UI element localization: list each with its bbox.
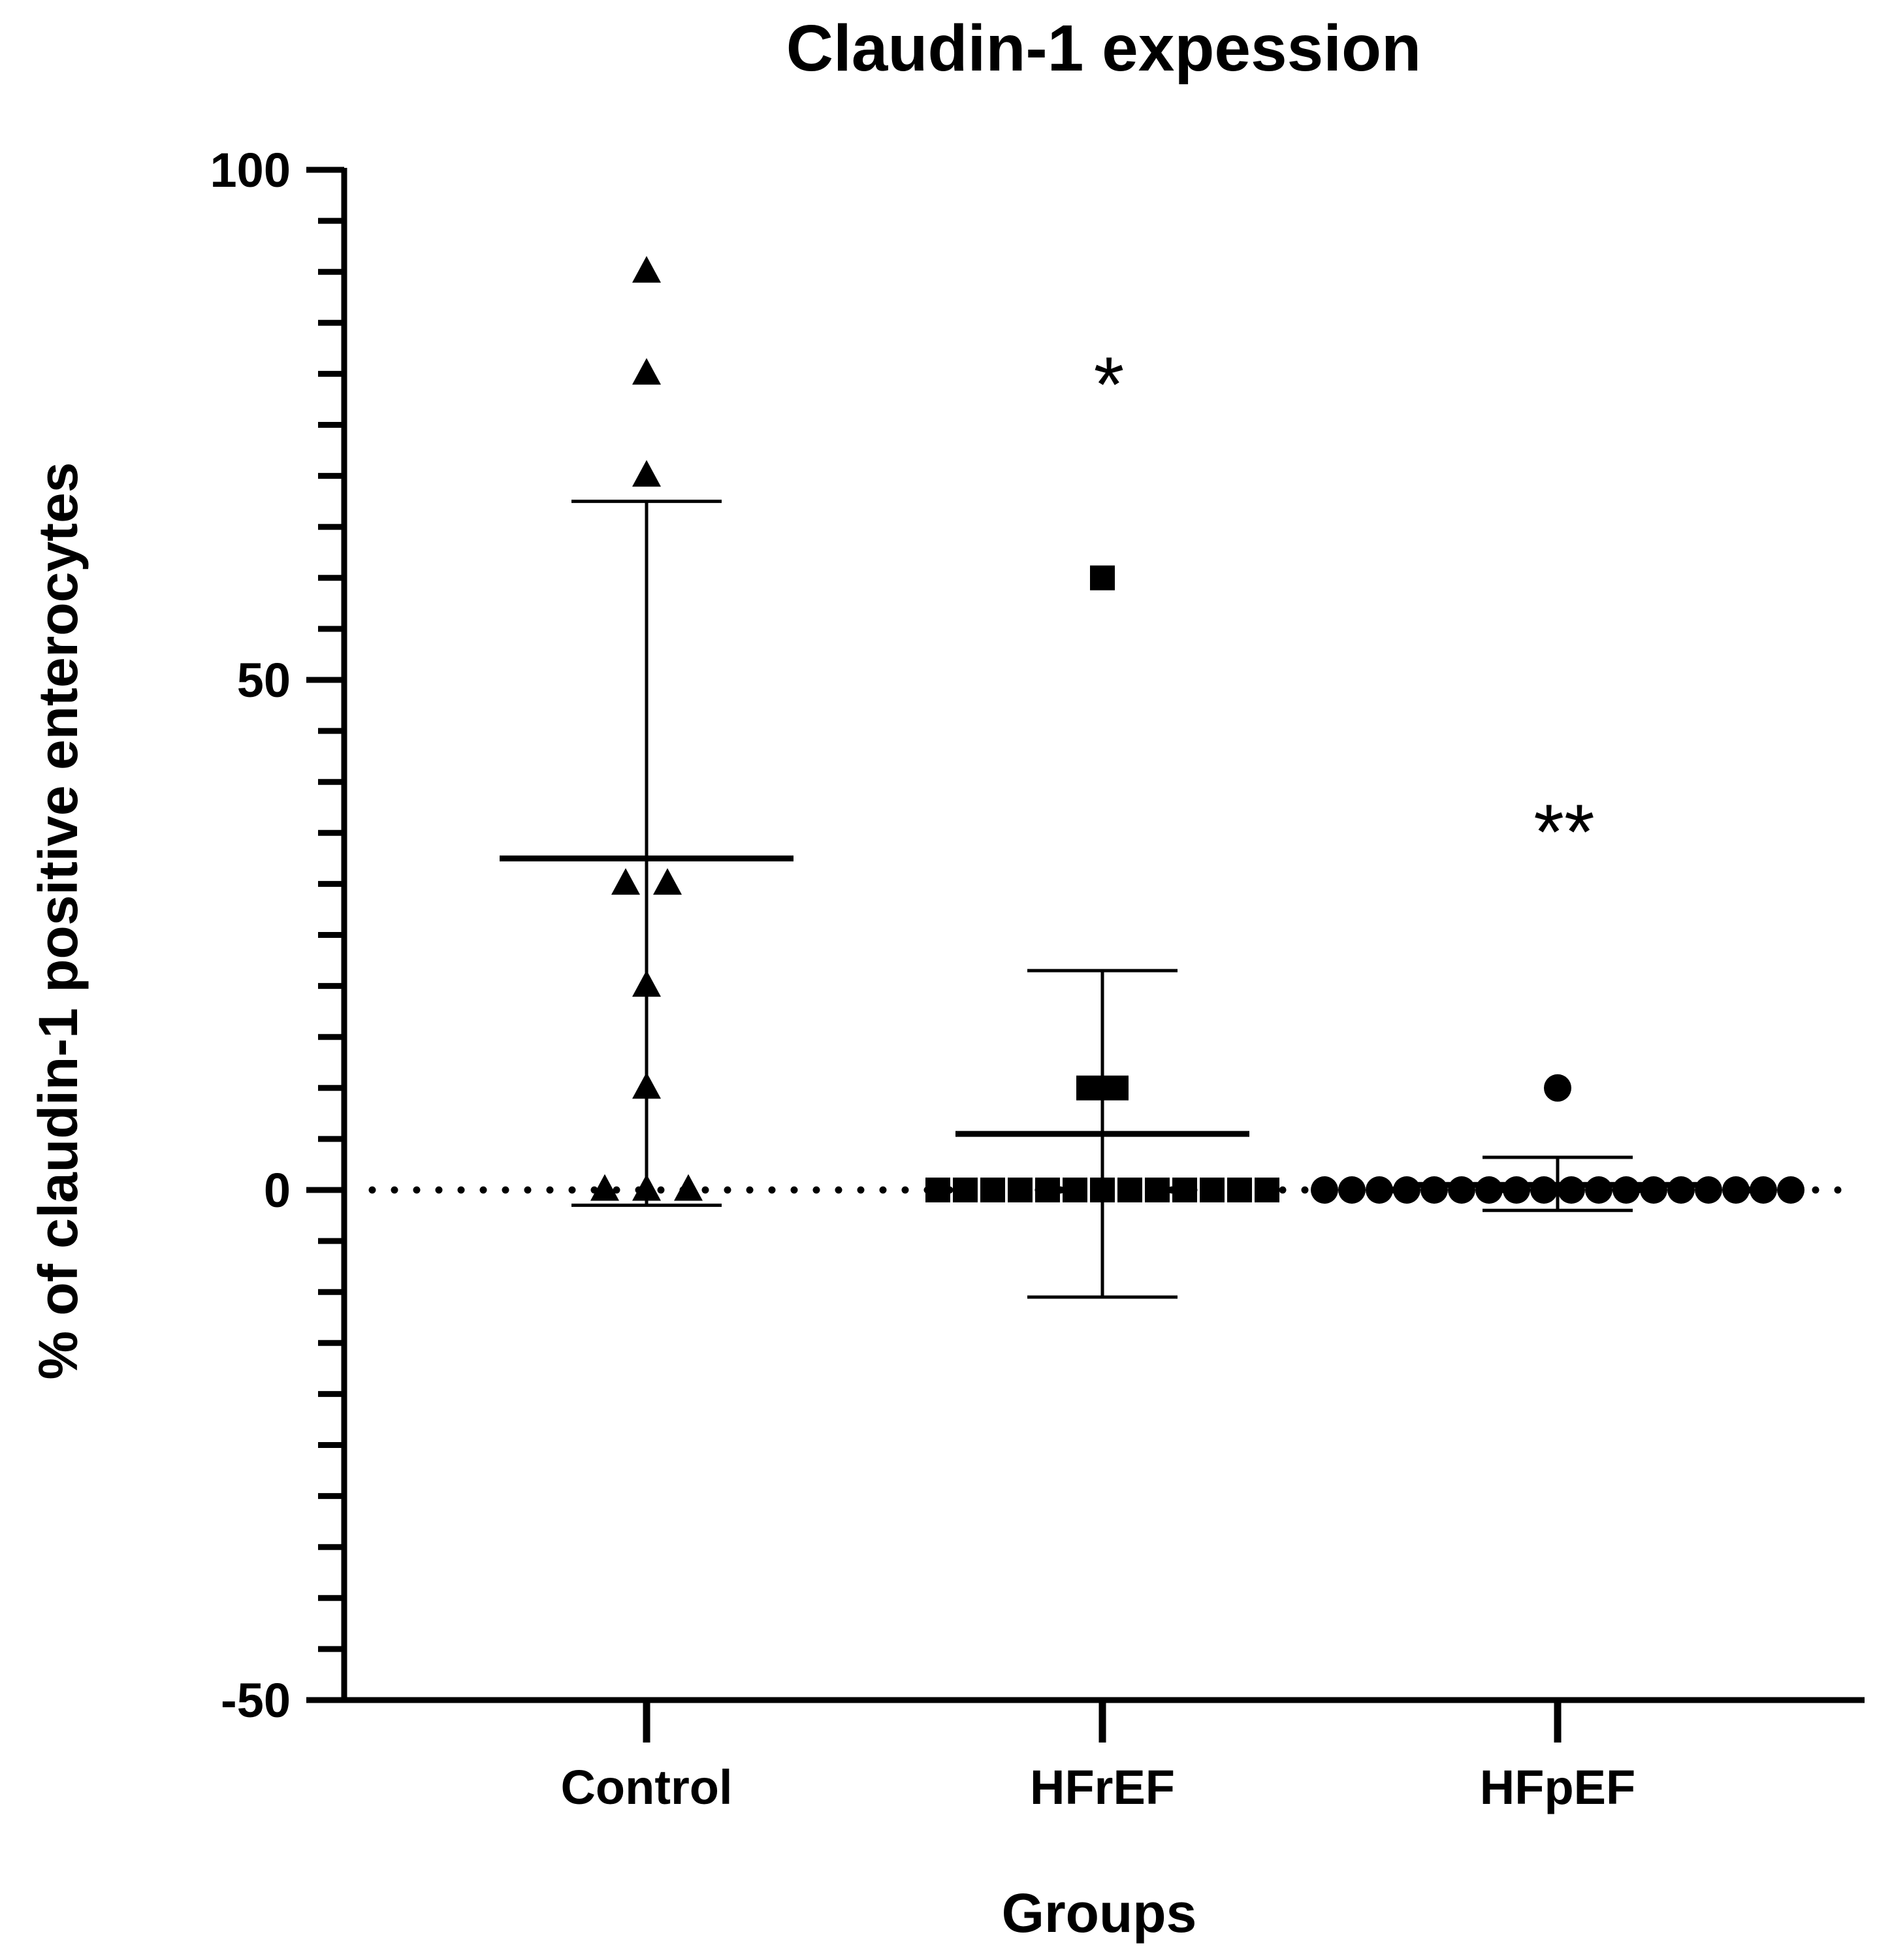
data-point xyxy=(1035,1178,1060,1202)
data-point xyxy=(1503,1176,1530,1204)
y-tick-label: 0 xyxy=(264,1163,291,1217)
data-point xyxy=(1640,1176,1667,1204)
y-tick-label: -50 xyxy=(221,1673,291,1727)
data-point xyxy=(1777,1176,1804,1204)
data-point xyxy=(1255,1178,1279,1202)
data-point xyxy=(590,1174,619,1201)
data-point xyxy=(1311,1176,1338,1204)
data-point xyxy=(1076,1075,1101,1100)
x-tick-label: HFrEF xyxy=(1030,1760,1175,1814)
data-point xyxy=(1722,1176,1750,1204)
data-point xyxy=(632,460,661,487)
x-tick-label: HFpEF xyxy=(1480,1760,1635,1814)
data-point xyxy=(1393,1176,1420,1204)
data-point xyxy=(653,868,682,895)
data-point xyxy=(1695,1176,1722,1204)
data-point xyxy=(1117,1178,1142,1202)
data-point xyxy=(953,1178,978,1202)
data-point xyxy=(1530,1176,1558,1204)
data-point xyxy=(1420,1176,1448,1204)
data-point xyxy=(1612,1176,1640,1204)
data-point xyxy=(632,358,661,385)
series-hfref: * xyxy=(925,341,1279,1299)
data-point xyxy=(632,1174,661,1201)
x-axis-title: Groups xyxy=(1002,1882,1197,1944)
data-point xyxy=(1338,1176,1366,1204)
data-point xyxy=(1544,1074,1571,1102)
data-point xyxy=(611,868,640,895)
x-tick-label: Control xyxy=(560,1760,732,1814)
data-point xyxy=(1104,1075,1129,1100)
data-point xyxy=(1667,1176,1695,1204)
data-point xyxy=(1558,1176,1585,1204)
data-point xyxy=(1366,1176,1393,1204)
data-point xyxy=(1172,1178,1197,1202)
series-hfpef: ** xyxy=(1311,788,1804,1212)
data-point xyxy=(674,1174,703,1201)
data-point xyxy=(1145,1178,1170,1202)
significance-label: * xyxy=(1094,341,1125,428)
data-point xyxy=(1448,1176,1475,1204)
y-axis-title: % of claudin-1 positive enterocytes xyxy=(27,462,89,1379)
data-point xyxy=(1750,1176,1777,1204)
data-point xyxy=(1475,1176,1503,1204)
data-point xyxy=(1090,565,1115,590)
data-point xyxy=(1585,1176,1612,1204)
data-point xyxy=(632,1072,661,1099)
data-point xyxy=(1008,1178,1033,1202)
significance-label: ** xyxy=(1533,788,1594,876)
data-point xyxy=(1200,1178,1225,1202)
data-point xyxy=(980,1178,1005,1202)
data-point xyxy=(1063,1178,1087,1202)
y-tick-label: 50 xyxy=(237,653,291,707)
data-point xyxy=(925,1178,950,1202)
data-point xyxy=(632,970,661,997)
data-point xyxy=(632,256,661,283)
data-point xyxy=(1227,1178,1252,1202)
chart-title: Claudin-1 expession xyxy=(786,12,1421,85)
data-point xyxy=(1090,1178,1115,1202)
series-control xyxy=(500,256,794,1207)
y-tick-label: 100 xyxy=(210,143,291,197)
